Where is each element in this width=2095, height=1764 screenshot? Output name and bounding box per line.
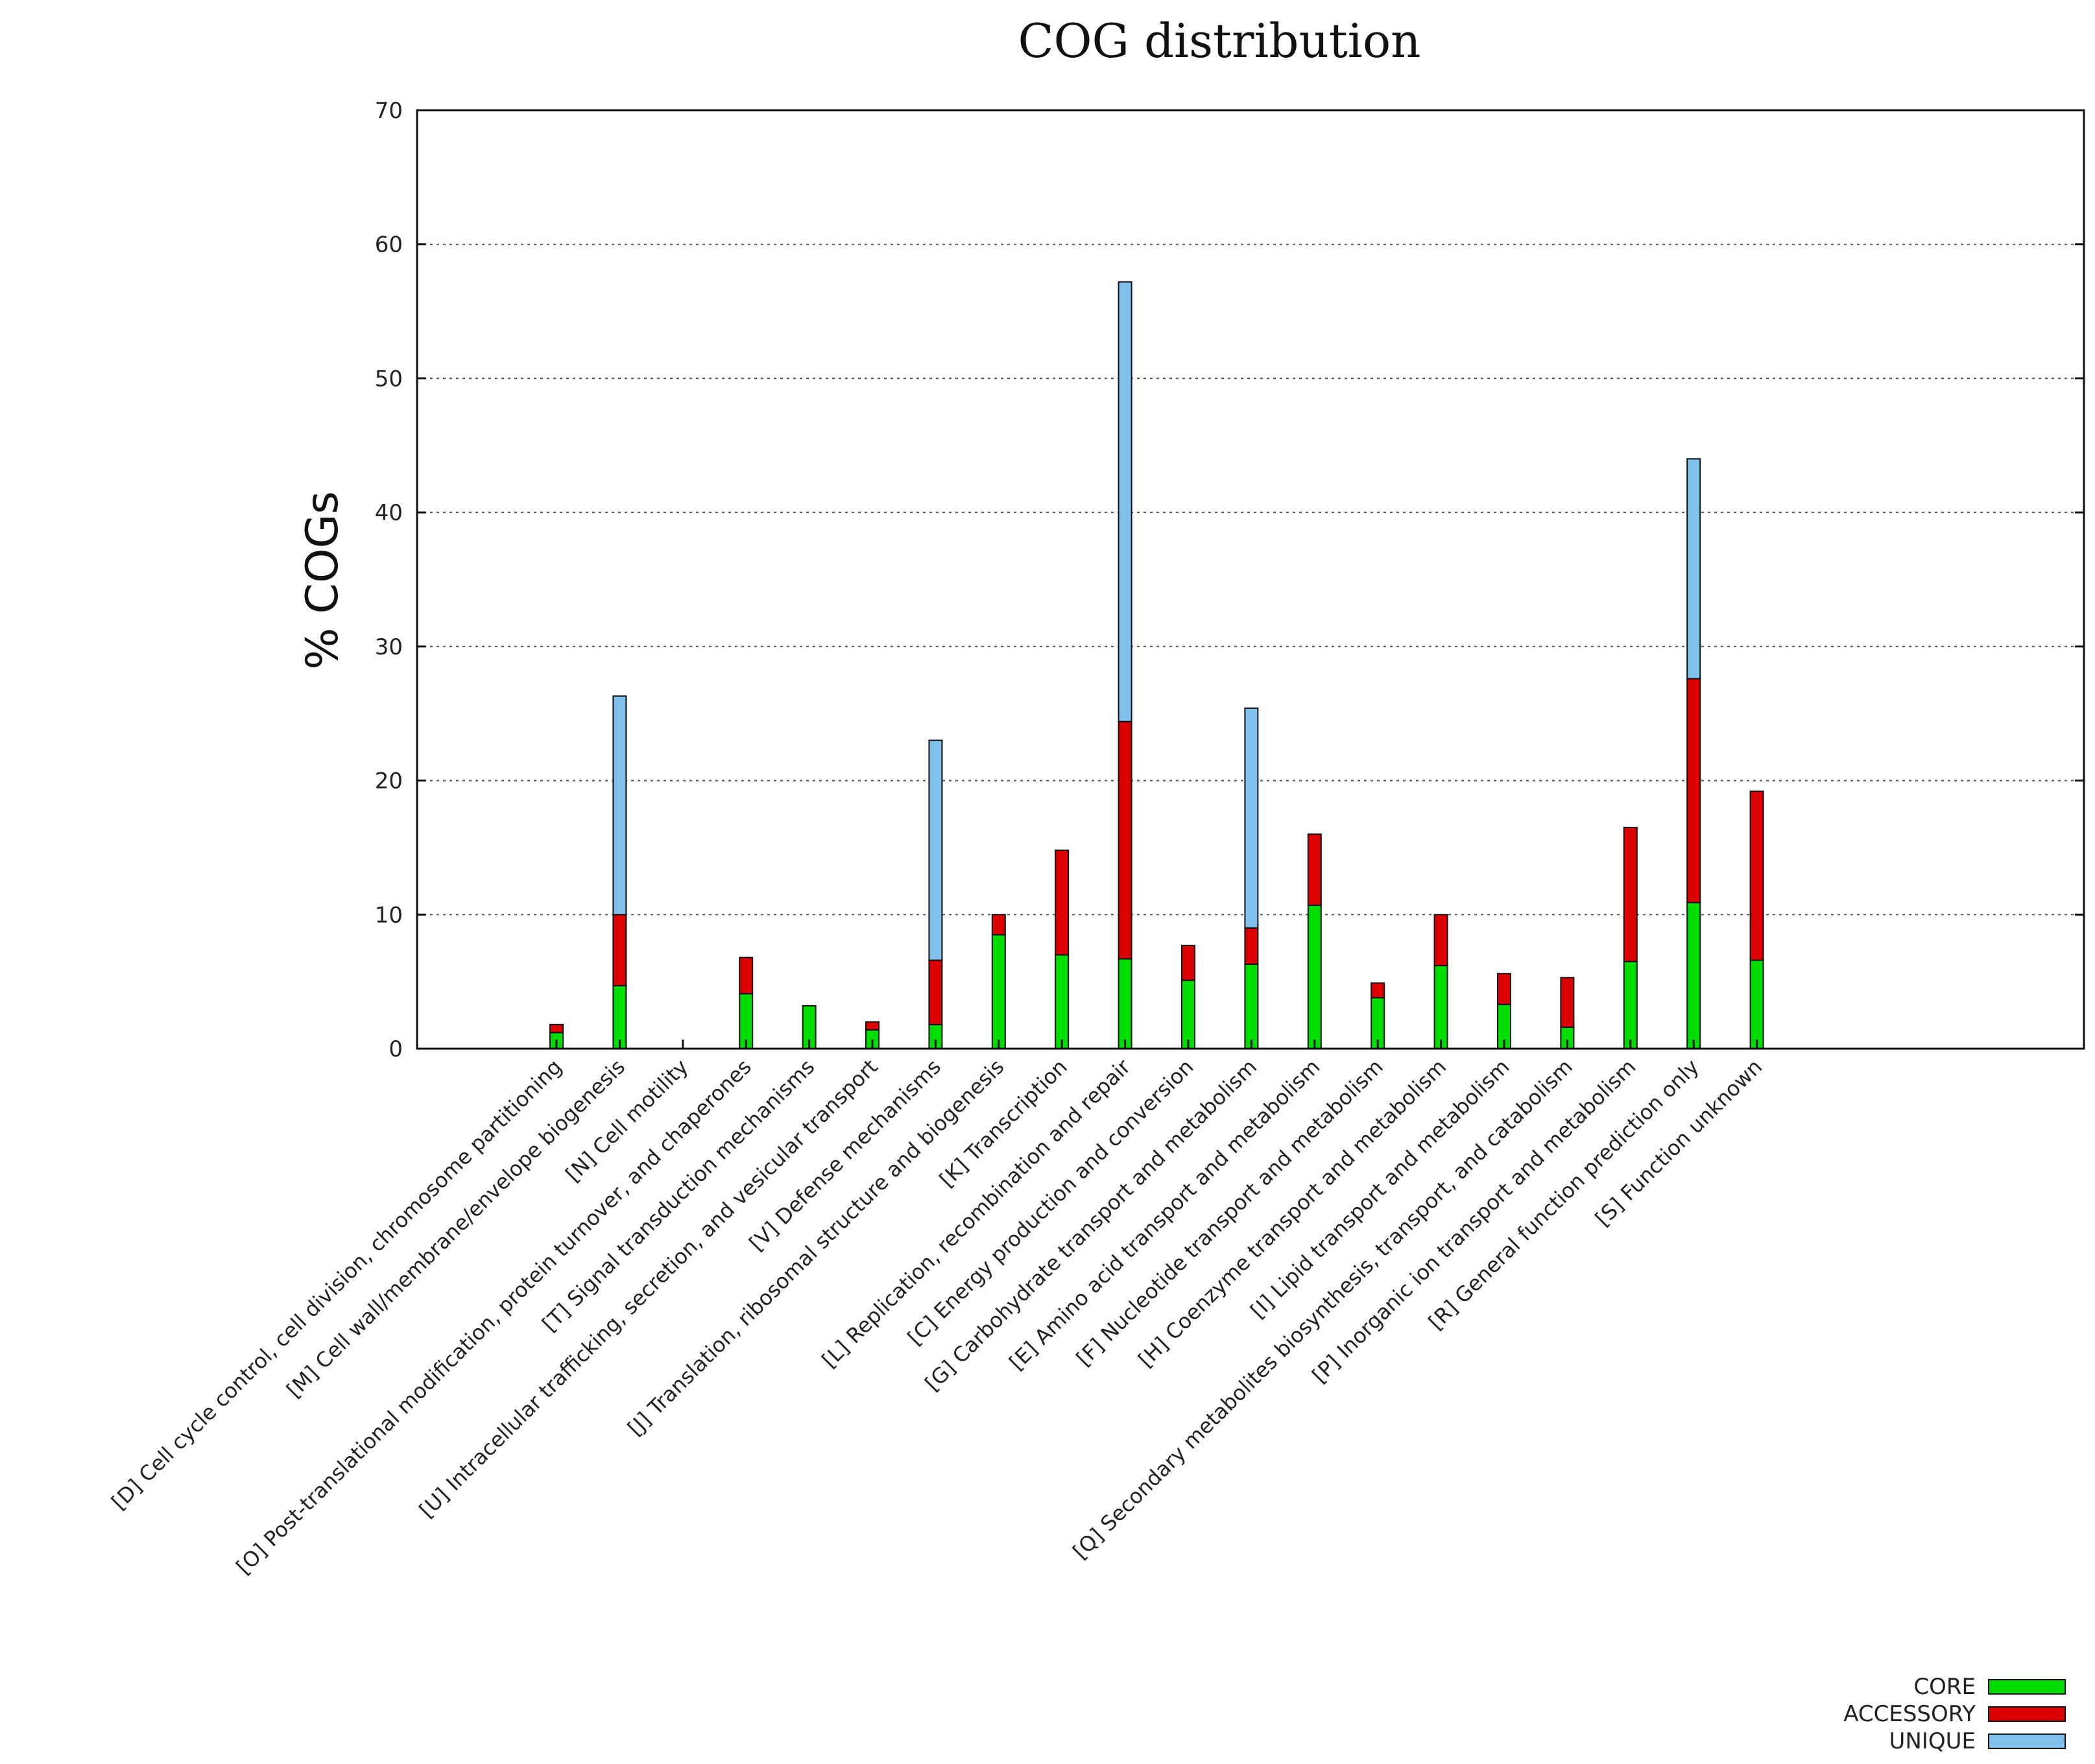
bar-accessory-15 xyxy=(1497,973,1511,1005)
bar-core-7 xyxy=(991,934,1006,1049)
bars-layer xyxy=(549,281,1764,1050)
y-tick-label-30: 30 xyxy=(375,634,403,660)
y-tick-label-0: 0 xyxy=(389,1036,403,1062)
bar-unique-9 xyxy=(1118,281,1132,722)
legend-swatch-core xyxy=(1988,1679,2066,1695)
bar-accessory-1 xyxy=(612,914,627,986)
bar-accessory-18 xyxy=(1686,678,1701,903)
bar-core-1 xyxy=(612,984,627,1049)
bar-core-18 xyxy=(1686,901,1701,1049)
bar-unique-6 xyxy=(928,739,943,961)
legend-swatch-unique xyxy=(1988,1734,2066,1749)
y-tick-label-60: 60 xyxy=(375,232,403,258)
bar-accessory-16 xyxy=(1560,977,1575,1028)
bar-accessory-7 xyxy=(991,914,1006,936)
bar-core-8 xyxy=(1055,954,1070,1050)
category-labels: [D] Cell cycle control, cell division, c… xyxy=(106,1054,1767,1579)
bar-accessory-14 xyxy=(1433,914,1448,966)
chart-title: COG distribution xyxy=(1018,14,1420,68)
bar-accessory-17 xyxy=(1623,826,1638,962)
bar-core-9 xyxy=(1118,958,1132,1050)
bar-core-14 xyxy=(1433,964,1448,1050)
y-tick-label-20: 20 xyxy=(375,769,403,794)
bar-accessory-5 xyxy=(865,1021,880,1031)
bar-core-17 xyxy=(1623,960,1638,1050)
bar-core-10 xyxy=(1181,979,1195,1049)
bar-unique-18 xyxy=(1686,458,1701,680)
ticks-layer: 0 10 20 30 40 50 60 70 xyxy=(375,98,2084,1062)
grid-layer xyxy=(417,243,2084,916)
bar-unique-1 xyxy=(612,695,627,916)
bar-accessory-19 xyxy=(1749,791,1764,961)
bar-accessory-11 xyxy=(1244,927,1259,965)
y-tick-label-50: 50 xyxy=(375,366,403,392)
legend-label-unique: UNIQUE xyxy=(1889,1728,1976,1754)
bar-core-11 xyxy=(1244,963,1259,1050)
bar-accessory-8 xyxy=(1055,850,1070,956)
bar-core-19 xyxy=(1749,959,1764,1050)
bar-accessory-0 xyxy=(549,1023,564,1034)
bar-unique-11 xyxy=(1244,707,1259,929)
legend-label-core: CORE xyxy=(1913,1674,1976,1700)
legend-swatch-accessory xyxy=(1988,1706,2066,1722)
bar-accessory-6 xyxy=(928,959,943,1025)
bar-accessory-12 xyxy=(1307,833,1322,906)
y-tick-label-10: 10 xyxy=(375,902,403,928)
y-tick-label-70: 70 xyxy=(375,98,403,124)
bar-accessory-10 xyxy=(1181,944,1195,981)
bar-core-12 xyxy=(1307,904,1322,1049)
bar-accessory-9 xyxy=(1118,721,1132,960)
y-tick-label-40: 40 xyxy=(375,500,403,526)
legend-label-accessory: ACCESSORY xyxy=(1843,1701,1976,1727)
y-axis-label: % COGs xyxy=(297,491,348,669)
bar-accessory-13 xyxy=(1371,982,1385,999)
bar-accessory-3 xyxy=(739,957,754,995)
